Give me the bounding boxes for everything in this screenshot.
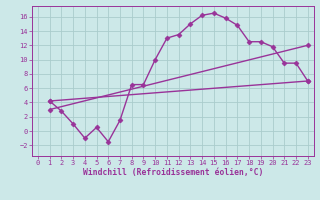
X-axis label: Windchill (Refroidissement éolien,°C): Windchill (Refroidissement éolien,°C) xyxy=(83,168,263,177)
